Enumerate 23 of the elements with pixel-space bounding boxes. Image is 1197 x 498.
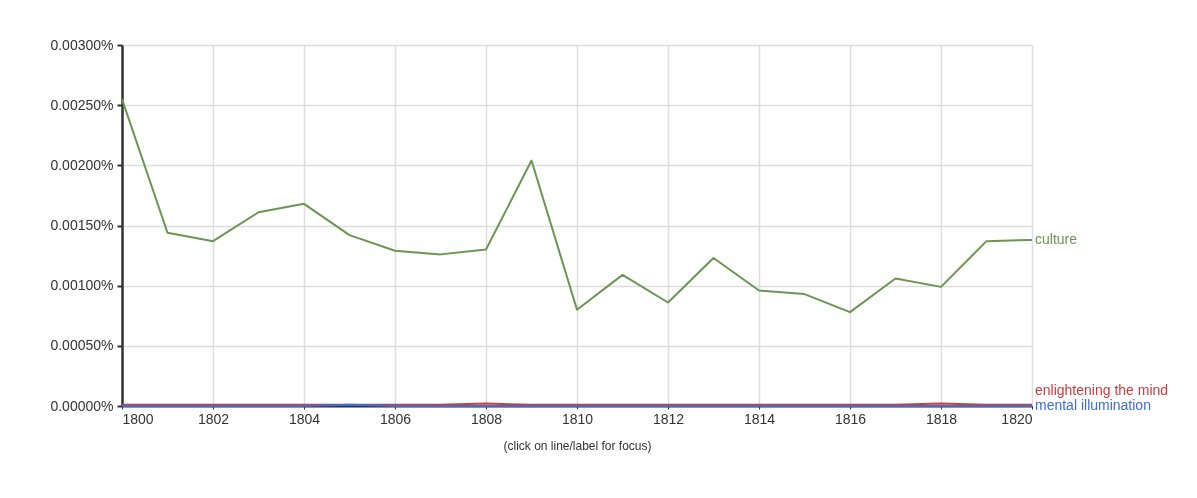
line-series (121, 98, 1033, 314)
y-tick-label: 0.00000% (50, 397, 114, 414)
series-label: enlightening the mind (1035, 382, 1169, 398)
y-tick-label: 0.00050% (50, 337, 114, 354)
y-tick-label: 0.00250% (50, 96, 114, 113)
x-tick-label: 1812 (652, 410, 685, 427)
y-tick-label: 0.00300% (50, 36, 114, 53)
x-tick-label: 1808 (470, 410, 503, 427)
y-tick-label: 0.00100% (50, 277, 114, 294)
x-tick-label: 1800 (122, 410, 154, 427)
x-tick-label: 1810 (561, 410, 594, 427)
x-tick-label: 1818 (925, 410, 958, 427)
y-tick-label: 0.00150% (50, 217, 114, 233)
x-tick-label: 1802 (197, 410, 230, 427)
series-label: culture (1035, 230, 1078, 247)
x-axis-title: (click on line/label for focus) (503, 438, 652, 453)
x-tick-label: 1806 (379, 410, 412, 427)
series-label: mental illumination (1035, 397, 1151, 413)
x-tick-label: 1820 (1001, 410, 1033, 427)
y-tick-label: 0.00200% (50, 156, 114, 173)
x-tick-label: 1816 (834, 410, 867, 427)
x-tick-label: 1814 (743, 410, 776, 427)
x-tick-label: 1804 (288, 410, 321, 427)
